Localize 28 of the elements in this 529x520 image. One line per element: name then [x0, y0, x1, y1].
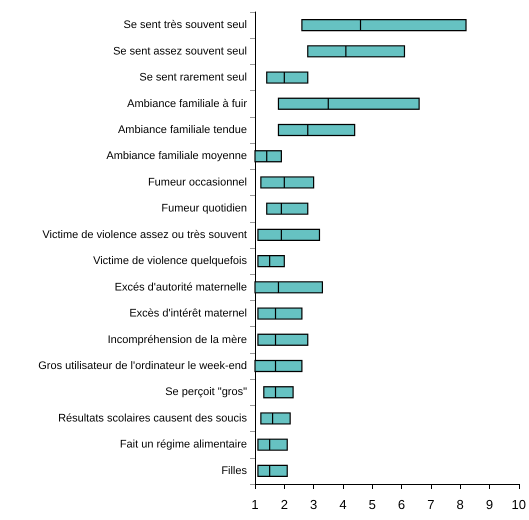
y-tick-label: Ambiance familiale moyenne	[106, 150, 247, 162]
y-tick-label: Gros utilisateur de l'ordinateur le week-end	[38, 360, 247, 372]
x-tick-label: 6	[398, 497, 406, 512]
x-tick-label: 3	[310, 497, 318, 512]
y-tick-label: Se sent très souvent seul	[123, 19, 247, 32]
y-tick-label: Excès d'intérêt maternel	[129, 308, 247, 320]
y-tick-label: Se sent rarement seul	[139, 72, 247, 84]
y-tick-label: Filles	[221, 464, 248, 477]
y-tick-label: Excés d'autorité maternelle	[114, 281, 247, 294]
y-tick-label: Fait un régime alimentaire	[120, 438, 247, 451]
y-tick-label: Fumeur occasionnel	[148, 176, 247, 188]
y-tick-label: Incompréhension de la mère	[108, 334, 247, 346]
x-tick-label: 2	[280, 497, 288, 512]
y-tick-label: Fumeur quotidien	[161, 202, 247, 215]
x-tick-label: 5	[368, 497, 376, 512]
x-tick-label: 10	[512, 497, 526, 512]
x-tick-label: 9	[486, 497, 494, 512]
y-tick-label: Se sent assez souvent seul	[113, 45, 247, 58]
x-tick-label: 1	[251, 497, 259, 512]
y-tick-label: Victime de violence assez ou très souvent	[42, 228, 247, 241]
y-tick-label: Ambiance familiale tendue	[118, 124, 247, 136]
y-tick-label: Victime de violence quelquefois	[93, 255, 248, 268]
y-tick-label: Se perçoit "gros"	[165, 386, 248, 398]
x-tick-label: 8	[456, 497, 464, 512]
x-tick-label: 4	[339, 497, 347, 512]
y-tick-label: Résultats scolaires causent des soucis	[58, 412, 248, 424]
y-tick-label: Ambiance familiale à fuir	[127, 98, 248, 110]
x-tick-label: 7	[427, 497, 434, 512]
